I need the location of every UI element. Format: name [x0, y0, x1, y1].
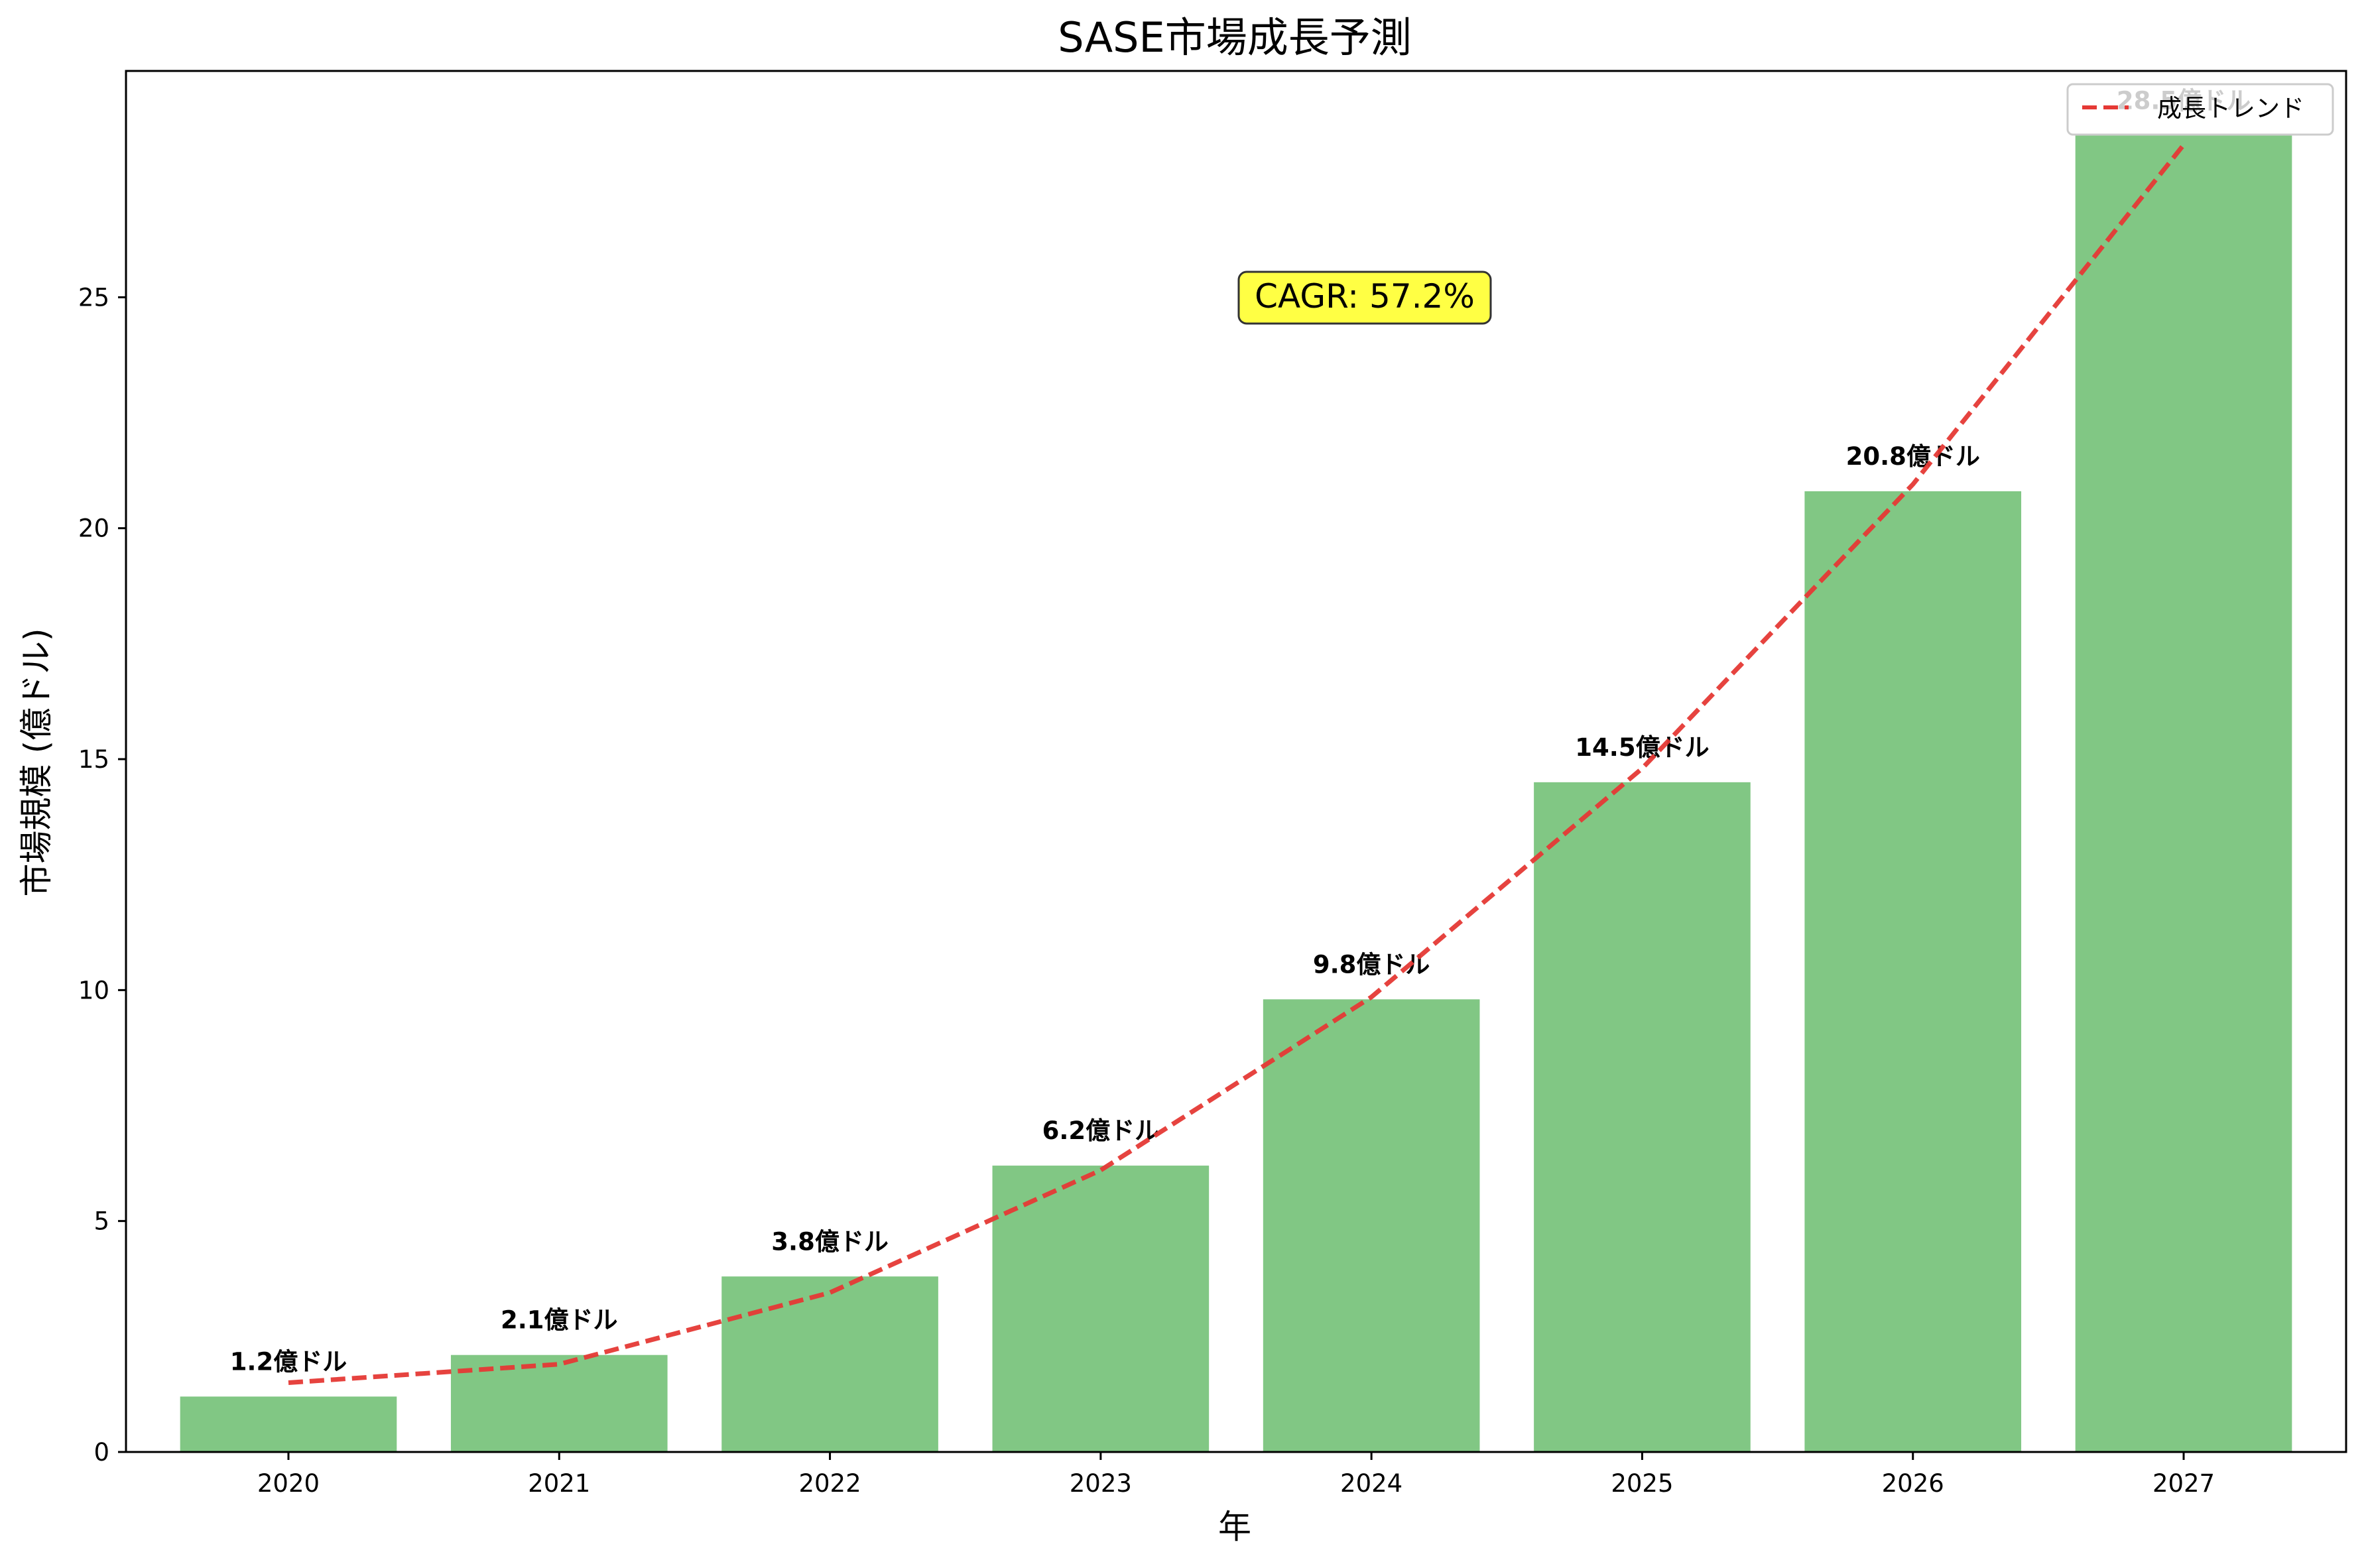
y-tick-label: 15 [78, 745, 109, 774]
x-tick-label: 2022 [798, 1469, 861, 1498]
y-tick-label: 10 [78, 976, 109, 1004]
x-tick-label: 2020 [257, 1469, 320, 1498]
bar [1534, 782, 1751, 1452]
x-tick-label: 2026 [1882, 1469, 1944, 1498]
bar-value-label: 20.8億ドル [1846, 442, 1980, 471]
bar-value-label: 1.2億ドル [230, 1347, 347, 1376]
x-tick-label: 2027 [2152, 1469, 2215, 1498]
x-tick-label: 2023 [1070, 1469, 1132, 1498]
legend-box [2066, 83, 2334, 136]
legend: 成長トレンド [2066, 83, 2334, 136]
bar-value-label: 6.2億ドル [1042, 1116, 1160, 1145]
bar [180, 1396, 397, 1452]
y-tick-label: 25 [78, 283, 109, 312]
x-tick-label: 2025 [1611, 1469, 1673, 1498]
bar-value-label: 2.1億ドル [501, 1306, 618, 1335]
cagr-text: CAGR: 57.2% [1255, 277, 1475, 316]
bar [1263, 999, 1480, 1452]
bar-value-label: 14.5億ドル [1575, 733, 1709, 762]
x-tick-label: 2021 [528, 1469, 590, 1498]
bar [992, 1166, 1210, 1452]
plot-frame [125, 70, 2347, 1453]
y-axis-label: 市場規模 (億ドル) [17, 629, 56, 897]
trend-line [288, 143, 2186, 1385]
chart-title: SASE市場成長予測 [1058, 13, 1411, 62]
bar [1804, 491, 2022, 1452]
bar [2075, 135, 2292, 1453]
cagr-annotation: CAGR: 57.2% [1237, 271, 1492, 325]
x-tick-label: 2024 [1340, 1469, 1402, 1498]
y-tick-label: 5 [93, 1207, 109, 1236]
legend-label: 成長トレンド [2157, 94, 2304, 123]
x-axis-label: 年 [1218, 1508, 1251, 1546]
plot-area: 1.2億ドル2.1億ドル3.8億ドル6.2億ドル9.8億ドル14.5億ドル20.… [78, 70, 2347, 1498]
y-tick-label: 0 [93, 1438, 109, 1467]
cagr-box [1237, 271, 1492, 325]
bar-value-label: 3.8億ドル [771, 1227, 889, 1256]
y-tick-label: 20 [78, 514, 109, 543]
bar [721, 1276, 938, 1452]
